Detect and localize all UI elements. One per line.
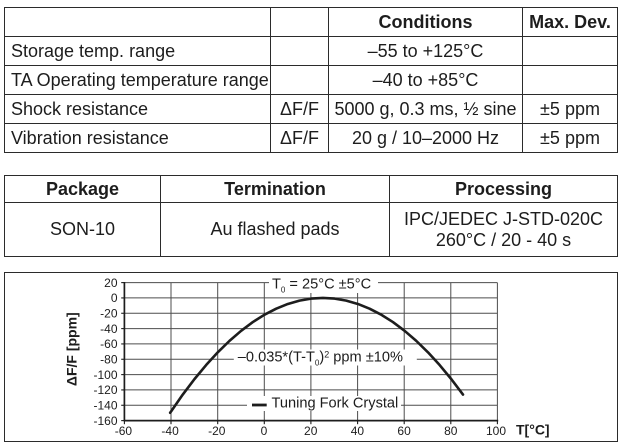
svg-text:-160: -160 bbox=[93, 414, 117, 428]
svg-text:80: 80 bbox=[444, 424, 458, 438]
svg-text:T0 = 25°C ±5°C: T0 = 25°C ±5°C bbox=[272, 276, 371, 294]
svg-text:-100: -100 bbox=[93, 368, 117, 382]
svg-text:100: 100 bbox=[486, 424, 506, 438]
svg-text:40: 40 bbox=[351, 424, 365, 438]
svg-text:20: 20 bbox=[104, 276, 118, 290]
svg-text:-40: -40 bbox=[100, 322, 118, 336]
svg-text:ΔF/F [ppm]: ΔF/F [ppm] bbox=[64, 312, 80, 386]
svg-text:20: 20 bbox=[304, 424, 318, 438]
svg-text:0: 0 bbox=[261, 424, 268, 438]
svg-text:T[°C]: T[°C] bbox=[516, 422, 550, 438]
svg-text:-20: -20 bbox=[100, 307, 118, 321]
svg-text:-20: -20 bbox=[208, 424, 226, 438]
svg-text:-140: -140 bbox=[93, 399, 117, 413]
svg-text:Tuning Fork Crystal: Tuning Fork Crystal bbox=[272, 396, 399, 412]
svg-text:-60: -60 bbox=[100, 337, 118, 351]
svg-text:-120: -120 bbox=[93, 383, 117, 397]
svg-text:-60: -60 bbox=[115, 424, 133, 438]
svg-text:–0.035*(T-T0)2 ppm ±10%: –0.035*(T-T0)2 ppm ±10% bbox=[238, 350, 403, 368]
svg-text:60: 60 bbox=[397, 424, 411, 438]
svg-text:0: 0 bbox=[111, 291, 118, 305]
svg-text:-80: -80 bbox=[100, 353, 118, 367]
svg-text:-40: -40 bbox=[161, 424, 179, 438]
